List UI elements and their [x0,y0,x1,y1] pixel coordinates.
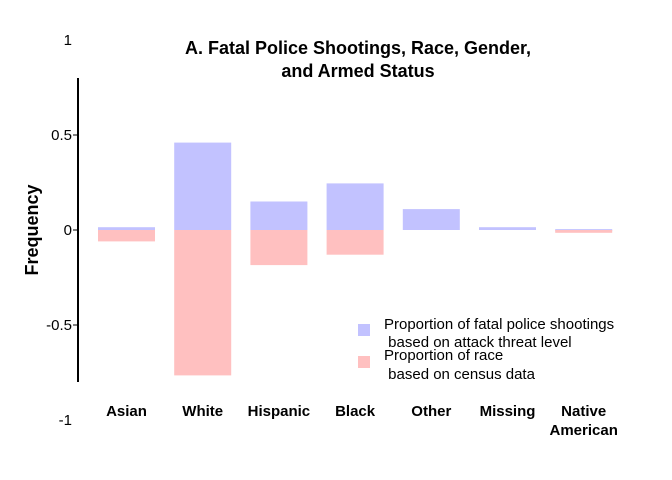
x-tick-label: Other [411,403,451,420]
bar-series-2-hispanic [250,230,308,266]
x-tick-label: White [182,403,223,420]
x-tick-label: Black [335,403,376,420]
bar-series-1-black [326,183,384,230]
bars-group [98,142,613,376]
legend-label-shootings-line-1: Proportion of fatal police shootings [384,316,614,333]
y-axis-label: Frequency [22,184,42,275]
bar-series-2-asian [98,230,155,242]
bar-series-1-asian [98,227,155,230]
y-tick-label: 1 [64,32,72,49]
bar-series-1-other [402,209,460,230]
bar-series-1-missing [479,227,536,230]
x-axis-labels: Asian White Hispanic Black Other Missing Nativ… [106,403,618,439]
legend: Proportion of fatal police shootings bas… [358,316,614,383]
chart-title-line-2: and Armed Status [281,61,434,81]
bar-series-1-hispanic [250,201,308,230]
x-tick-label: Missing [480,403,536,420]
x-tick-label: Asian [106,403,147,420]
legend-swatch-race [358,356,370,368]
x-tick-label: American [550,422,618,439]
x-tick-label: Hispanic [248,403,311,420]
legend-label-shootings-line-2: based on attack threat level [384,334,572,351]
bar-series-2-native-american [555,230,613,233]
bar-series-2-black [326,230,384,255]
legend-swatch-shootings [358,324,370,336]
legend-label-race-line-1: Proportion of race [384,347,503,364]
y-tick-label: -1 [59,412,72,429]
y-tick-label: -0.5 [46,317,72,334]
legend-label-race-line-2: based on census data [384,366,536,383]
y-tick-label: 0.5 [51,127,72,144]
bar-series-1-white [174,142,232,230]
bar-series-2-white [174,230,232,376]
x-tick-label: Native [561,403,606,420]
chart-title-line-1: A. Fatal Police Shootings, Race, Gender, [185,38,531,58]
y-axis: 1 0.5 0 -0.5 -1 [46,32,79,429]
y-tick-label: 0 [64,222,72,239]
